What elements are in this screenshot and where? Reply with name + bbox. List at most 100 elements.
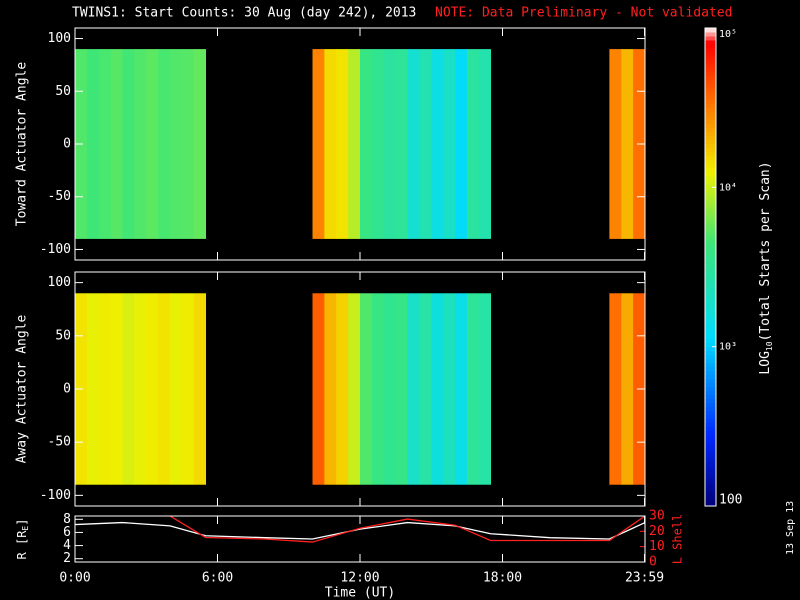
colorbar-stripe — [705, 282, 716, 288]
heatmap-cell — [348, 49, 361, 239]
heatmap-cell — [312, 293, 325, 485]
line — [75, 521, 645, 540]
heatmap-cell — [193, 49, 207, 239]
heatmap-cell — [383, 293, 397, 485]
heatmap-cell — [371, 293, 385, 485]
y-tick-label: 2 — [63, 551, 71, 566]
colorbar-stripe — [705, 426, 716, 431]
colorbar-stripe — [705, 59, 716, 65]
colorbar-stripe — [705, 394, 716, 399]
heatmap-cell — [621, 49, 634, 239]
heatmap-cell — [466, 49, 480, 239]
colorbar-stripe — [705, 374, 716, 380]
colorbar-stripe — [705, 31, 716, 37]
colorbar-stripe — [705, 322, 716, 328]
colorbar-stripe — [705, 255, 716, 260]
label-part: R [R — [15, 530, 29, 560]
colorbar-stripe — [705, 314, 716, 320]
colorbar-label: LOG10(Total Starts per Scan) — [758, 161, 774, 374]
colorbar-stripe — [705, 111, 716, 117]
colorbar-stripe — [705, 434, 716, 439]
heatmap-cell — [324, 49, 337, 239]
colorbar-stripe — [705, 35, 716, 41]
y2-tick-label: 30 — [649, 509, 665, 524]
heatmap-cell — [455, 293, 468, 485]
colorbar-stripe — [705, 382, 716, 387]
heatmap-cell — [146, 49, 159, 239]
y-tick-label: 100 — [48, 31, 71, 46]
colorbar-stripe — [705, 75, 716, 81]
y-tick-label: 0 — [63, 382, 71, 397]
colorbar-stripe — [705, 362, 716, 368]
colorbar-stripe — [705, 422, 716, 427]
note: NOTE: Data Preliminary - Not validated — [435, 6, 732, 21]
colorbar-stripe — [705, 139, 716, 145]
colorbar-stripe — [705, 274, 716, 280]
label-part: LOG — [758, 351, 773, 375]
colorbar-stripe — [705, 386, 716, 391]
heatmap-cell — [443, 49, 456, 239]
colorbar-stripe — [705, 207, 716, 212]
colorbar-stripe — [705, 239, 716, 244]
colorbar-stripe — [705, 430, 716, 435]
colorbar-stripe — [705, 259, 716, 264]
heatmap-cell — [122, 49, 135, 239]
colorbar-stripe — [705, 310, 716, 316]
x-tick-label: 18:00 — [483, 571, 522, 586]
x-tick-label: 6:00 — [202, 571, 233, 586]
colorbar-stripe — [705, 99, 716, 105]
x-tick-label: 12:00 — [340, 571, 379, 586]
colorbar-tick-label: 10⁴ — [719, 182, 737, 193]
colorbar-stripe — [705, 270, 716, 276]
colorbar-stripe — [705, 211, 716, 216]
colorbar-stripe — [705, 187, 716, 192]
colorbar-stripe — [705, 203, 716, 208]
colorbar-stripe — [705, 163, 716, 168]
colorbar-stripe — [705, 91, 716, 97]
colorbar-stripe — [705, 334, 716, 340]
colorbar-stripe — [705, 406, 716, 411]
colorbar-stripe — [705, 458, 716, 463]
colorbar-stripe — [705, 147, 716, 152]
colorbar-stripe — [705, 39, 716, 45]
label-part: (Total Starts per Scan) — [758, 161, 773, 341]
heatmap-cell — [86, 293, 100, 485]
colorbar-stripe — [705, 450, 716, 455]
heatmap-cell — [466, 293, 480, 485]
heatmap-cell — [348, 293, 361, 485]
colorbar-stripe — [705, 67, 716, 73]
colorbar-stripe — [705, 123, 716, 129]
colorbar-stripe — [705, 267, 716, 272]
heatmap-cell — [122, 293, 135, 485]
colorbar-stripe — [705, 191, 716, 196]
colorbar-stripe — [705, 115, 716, 121]
colorbar-stripe — [705, 95, 716, 101]
colorbar-stripe — [705, 486, 716, 491]
colorbar-stripe — [705, 231, 716, 236]
heatmap-cell — [181, 49, 195, 239]
colorbar-stripe — [705, 446, 716, 451]
colorbar-stripe — [705, 131, 716, 137]
colorbar-stripe — [705, 462, 716, 467]
colorbar-stripe — [705, 338, 716, 344]
colorbar-stripe — [705, 183, 716, 188]
colorbar-stripe — [705, 490, 716, 495]
colorbar-stripe — [705, 83, 716, 89]
x-tick-label: 23:59 — [625, 571, 664, 586]
colorbar-stripe — [705, 418, 716, 423]
heatmap-cell — [360, 49, 373, 239]
colorbar-stripe — [705, 330, 716, 336]
colorbar-stripe — [705, 346, 716, 352]
colorbar-stripe — [705, 482, 716, 487]
heatmap-cell — [110, 49, 123, 239]
heatmap-cell — [158, 49, 171, 239]
colorbar-stripe — [705, 247, 716, 252]
colorbar-stripe — [705, 442, 716, 447]
heatmap-cell — [419, 49, 432, 239]
heatmap-cell — [395, 49, 408, 239]
colorbar-stripe — [705, 470, 716, 475]
heatmap-cell — [170, 49, 183, 239]
y-axis-label: R [RE] — [15, 519, 30, 560]
heatmap-cell — [181, 293, 195, 485]
colorbar-stripe — [705, 87, 716, 93]
